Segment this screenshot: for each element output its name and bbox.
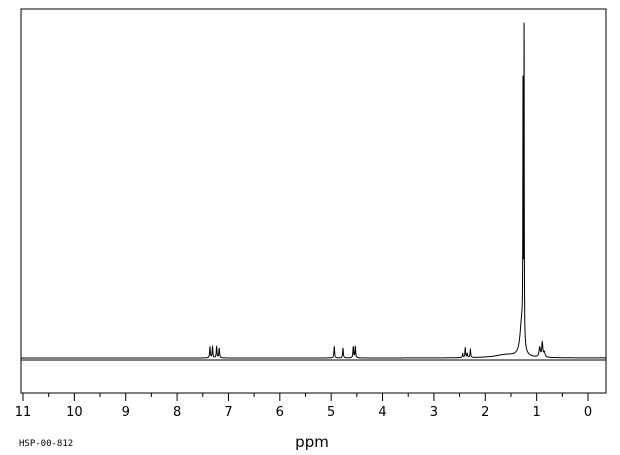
x-axis-ticks: [22, 393, 589, 401]
x-tick-label: 2: [481, 405, 489, 420]
x-tick-label: 4: [378, 405, 386, 420]
x-tick-label: 11: [15, 405, 32, 420]
x-tick-label: 8: [173, 405, 181, 420]
spectrum-trace: [21, 22, 606, 359]
plot-frame: [20, 8, 607, 394]
x-tick-label: 1: [532, 405, 540, 420]
x-tick-label: 3: [430, 405, 438, 420]
x-tick-label: 5: [327, 405, 335, 420]
x-tick-label: 0: [584, 405, 592, 420]
x-tick-label: 10: [66, 405, 83, 420]
x-tick-label: 7: [224, 405, 232, 420]
x-tick-label: 6: [276, 405, 284, 420]
spectrum-id-label: HSP-00-812: [19, 439, 73, 449]
x-tick-label: 9: [122, 405, 130, 420]
x-axis-title: ppm: [295, 433, 329, 451]
x-axis-tick-labels: 11 10 9 8 7 6 5 4 3 2 1 0: [15, 405, 592, 420]
